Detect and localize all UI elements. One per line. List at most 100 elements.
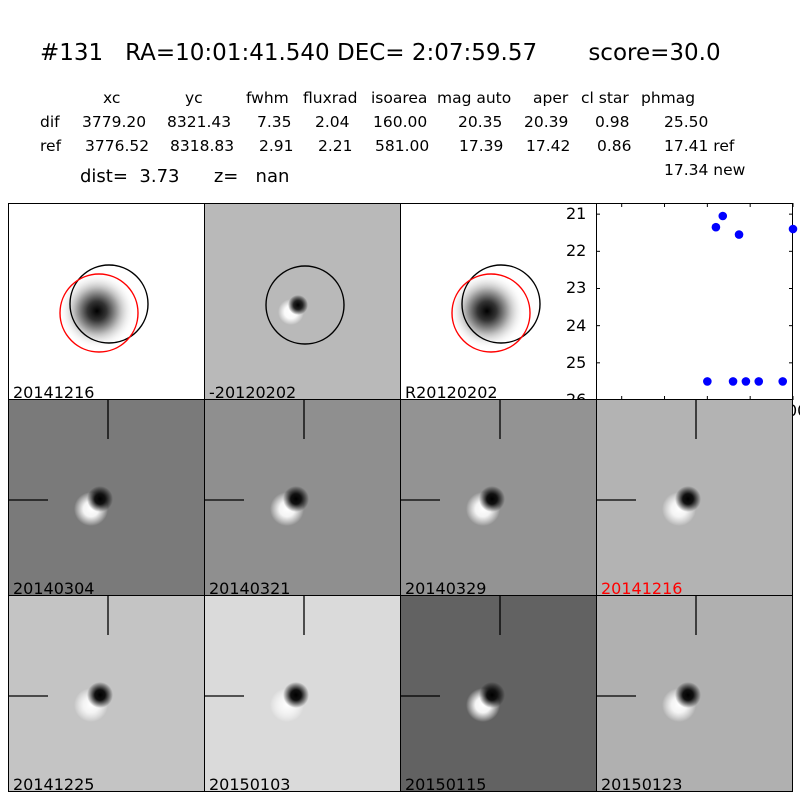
lightcurve-plot: [596, 203, 798, 401]
panel-date-label: R20120202: [405, 383, 498, 400]
table-cell: 2.04: [315, 113, 350, 131]
table-cell: 8321.43: [167, 113, 232, 131]
panel-date-label: -20120202: [209, 383, 297, 400]
stamp-image: [205, 596, 309, 722]
table-cell: 8318.83: [170, 137, 235, 155]
panel-date-label: 20140321: [209, 579, 291, 596]
panel-date-label: 20150115: [405, 775, 487, 792]
col-header-mag-auto: mag auto: [437, 89, 512, 107]
residual-dark: [87, 682, 113, 708]
panel-date-label: 20141216: [601, 579, 683, 596]
lightcurve-chart: 212223242526 −100−50050100: [566, 203, 800, 420]
stamp-panel: 20141225: [8, 595, 205, 792]
data-point: [718, 211, 728, 221]
col-header-cl-star: cl star: [581, 89, 629, 107]
stamp-image: [597, 400, 701, 526]
stamp-panel: 20150123: [596, 595, 793, 792]
col-header-fwhm: fwhm: [246, 89, 289, 107]
plot-frame: [596, 203, 793, 400]
table-cell: 17.41 ref: [664, 137, 735, 155]
row-label-dif: dif: [40, 113, 60, 131]
z-label: z=: [213, 166, 239, 187]
table-cell: 7.35: [257, 113, 292, 131]
data-point: [728, 377, 738, 386]
stamp-image: [401, 204, 596, 399]
stamp-panel: 20140329: [400, 399, 597, 596]
panel-date-label: 20141225: [13, 775, 95, 792]
table-cell: 20.35: [458, 113, 503, 131]
stamp-panel: 20141216: [596, 399, 793, 596]
table-cell: 0.86: [597, 137, 632, 155]
score-value: score=30.0: [588, 40, 721, 66]
residual-dark: [288, 295, 308, 315]
z-value: nan: [255, 166, 290, 187]
residual-dark: [675, 486, 701, 512]
aperture-circle: [461, 264, 541, 344]
row-label-ref: ref: [40, 137, 62, 155]
phmag-new: 17.34 new: [664, 161, 746, 179]
data-point: [711, 222, 721, 232]
panel-date-label: 20140329: [405, 579, 487, 596]
source-blob: [59, 273, 135, 349]
y-tick-label: 21: [566, 204, 587, 224]
residual-dark: [479, 486, 505, 512]
dist-label: dist=: [80, 166, 128, 187]
col-header-phmag: phmag: [641, 89, 696, 107]
y-tick-label: 23: [566, 278, 587, 298]
table-cell: 3776.52: [85, 137, 150, 155]
residual-dark: [283, 682, 309, 708]
table-cell: 2.21: [318, 137, 353, 155]
aperture-circle: [69, 264, 149, 344]
panel-date-label: 20140304: [13, 579, 95, 596]
stamp-image: [597, 596, 701, 722]
y-tick-label: 22: [566, 241, 587, 261]
stamp-image: [205, 400, 309, 526]
data-point: [754, 377, 764, 386]
stamp-panel: 20150103: [204, 595, 401, 792]
table-cell: 581.00: [375, 137, 430, 155]
dist-z-line: dist= 3.73 z= nan: [80, 166, 289, 187]
data-point: [778, 377, 788, 386]
stamp-image: [401, 596, 505, 722]
table-cell: 20.39: [524, 113, 569, 131]
image-panel-current: 20141216: [8, 203, 205, 400]
table-cell: 0.98: [595, 113, 630, 131]
ref-circle: [59, 273, 139, 353]
stamp-image: [205, 204, 400, 399]
stamp-panel: 20150115: [400, 595, 597, 792]
page-title: #131 RA=10:01:41.540 DEC= 2:07:59.57 sco…: [40, 40, 721, 66]
table-cell: 17.42: [526, 137, 571, 155]
residual-dark: [675, 682, 701, 708]
dec-value: DEC= 2:07:59.57: [337, 40, 538, 66]
residual-dark: [87, 486, 113, 512]
table-cell: 160.00: [373, 113, 428, 131]
data-point: [734, 230, 744, 239]
aperture-circle: [265, 265, 345, 345]
col-header-aper: aper: [533, 89, 569, 107]
y-tick-label: 25: [566, 352, 587, 372]
data-point: [703, 377, 712, 386]
table-cell: 3779.20: [82, 113, 147, 131]
stamp-image: [9, 400, 113, 526]
table-cell: 2.91: [259, 137, 294, 155]
residual-dark: [283, 486, 309, 512]
stamp-panel: 20140321: [204, 399, 401, 596]
data-point: [741, 377, 751, 386]
source-blob: [449, 273, 525, 349]
col-header-yc: yc: [185, 89, 203, 107]
stamp-image: [9, 596, 113, 722]
table-cell: 17.39: [459, 137, 504, 155]
panel-date-label: 20150123: [601, 775, 683, 792]
ra-value: RA=10:01:41.540: [125, 40, 330, 66]
table-cell: 25.50: [664, 113, 709, 131]
col-header-xc: xc: [103, 89, 121, 107]
panel-date-label: 20141216: [13, 383, 95, 400]
image-panel-difference: -20120202: [204, 203, 401, 400]
data-point: [788, 224, 798, 234]
y-tick-label: 24: [566, 315, 587, 335]
object-id: #131: [40, 40, 104, 66]
ref-circle: [451, 273, 531, 353]
stamp-image: [401, 400, 505, 526]
dist-value: 3.73: [139, 166, 180, 187]
panel-date-label: 20150103: [209, 775, 291, 792]
